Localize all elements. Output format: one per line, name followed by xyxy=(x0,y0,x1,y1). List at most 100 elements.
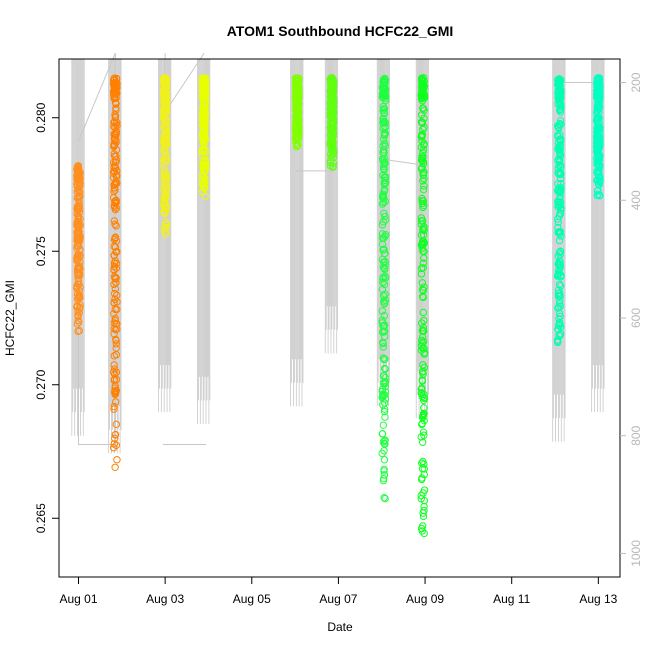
data-point xyxy=(75,176,83,185)
data-point xyxy=(556,82,564,90)
series-points xyxy=(378,74,390,503)
data-point xyxy=(556,248,565,256)
data-point xyxy=(160,78,169,86)
y-tick-label: 0.270 xyxy=(34,369,48,399)
data-point xyxy=(110,122,118,131)
data-point xyxy=(329,124,338,132)
data-point xyxy=(74,171,83,180)
data-point xyxy=(74,253,82,262)
data-point xyxy=(160,165,168,174)
data-point xyxy=(73,221,81,230)
data-point xyxy=(199,180,208,189)
data-point xyxy=(111,220,119,228)
data-point xyxy=(111,434,119,442)
data-point xyxy=(380,456,389,464)
data-point xyxy=(379,390,387,398)
data-point xyxy=(111,93,119,101)
data-point xyxy=(381,494,389,503)
series-points xyxy=(417,74,429,538)
data-point xyxy=(73,217,82,226)
data-point xyxy=(418,81,426,90)
data-point xyxy=(326,159,335,167)
data-point xyxy=(419,361,427,369)
data-point xyxy=(556,230,564,238)
data-point xyxy=(381,231,390,239)
data-point xyxy=(110,361,118,369)
data-point xyxy=(292,75,300,83)
data-point xyxy=(419,169,427,177)
data-point xyxy=(418,90,427,98)
data-point xyxy=(379,164,388,173)
data-point xyxy=(381,261,389,270)
data-point xyxy=(420,404,428,412)
data-point xyxy=(327,132,335,141)
data-point xyxy=(380,474,388,483)
data-point xyxy=(113,305,121,314)
data-point xyxy=(111,114,120,122)
data-point xyxy=(420,396,428,405)
data-point xyxy=(113,79,121,88)
y2-tick-label: 400 xyxy=(629,190,643,210)
data-point xyxy=(75,188,83,196)
data-point xyxy=(74,212,82,220)
data-point xyxy=(327,74,336,82)
data-point xyxy=(418,474,426,482)
data-point xyxy=(595,191,604,199)
data-point xyxy=(379,171,387,180)
data-point xyxy=(162,184,171,193)
data-point xyxy=(595,104,603,112)
data-point xyxy=(380,77,388,86)
data-point xyxy=(420,106,428,114)
data-point xyxy=(554,252,562,261)
data-point xyxy=(555,144,563,153)
data-point xyxy=(76,192,84,201)
data-point xyxy=(381,380,389,388)
data-point xyxy=(110,162,118,171)
data-point xyxy=(111,205,120,214)
data-point xyxy=(162,128,171,136)
data-point xyxy=(380,467,388,475)
data-point xyxy=(113,84,121,92)
data-point xyxy=(379,421,388,429)
data-point xyxy=(419,286,428,295)
data-point xyxy=(160,94,168,103)
data-point xyxy=(418,438,427,446)
data-point xyxy=(378,429,387,438)
data-point xyxy=(380,407,389,416)
data-point xyxy=(73,268,82,277)
x-tick-label: Aug 09 xyxy=(406,592,444,606)
data-point xyxy=(111,233,120,241)
data-point xyxy=(418,76,426,85)
data-point xyxy=(419,324,427,332)
data-point xyxy=(556,117,565,125)
data-point xyxy=(329,143,337,151)
data-point xyxy=(417,433,425,441)
data-point xyxy=(420,327,428,335)
data-point xyxy=(380,299,389,308)
data-point xyxy=(326,124,335,132)
data-point xyxy=(162,169,170,178)
data-point xyxy=(420,141,428,149)
data-point xyxy=(419,344,427,353)
x-tick-label: Aug 01 xyxy=(59,592,97,606)
data-point xyxy=(555,315,563,323)
data-point xyxy=(380,292,388,300)
chart-title: ATOM1 Southbound HCFC22_GMI xyxy=(227,23,454,39)
data-point xyxy=(163,93,171,102)
x-tick-label: Aug 11 xyxy=(493,592,530,606)
data-point xyxy=(380,332,389,341)
data-point xyxy=(112,340,121,348)
data-point xyxy=(326,161,335,170)
data-point xyxy=(76,246,84,254)
data-point xyxy=(419,149,427,157)
data-point xyxy=(420,465,428,473)
data-point xyxy=(380,105,388,113)
data-point xyxy=(555,158,564,166)
series-points xyxy=(159,74,171,238)
data-point xyxy=(160,223,169,232)
data-point xyxy=(419,185,428,194)
data-point xyxy=(378,307,387,315)
data-point xyxy=(73,302,81,310)
data-point xyxy=(294,91,303,100)
data-point xyxy=(593,126,602,135)
